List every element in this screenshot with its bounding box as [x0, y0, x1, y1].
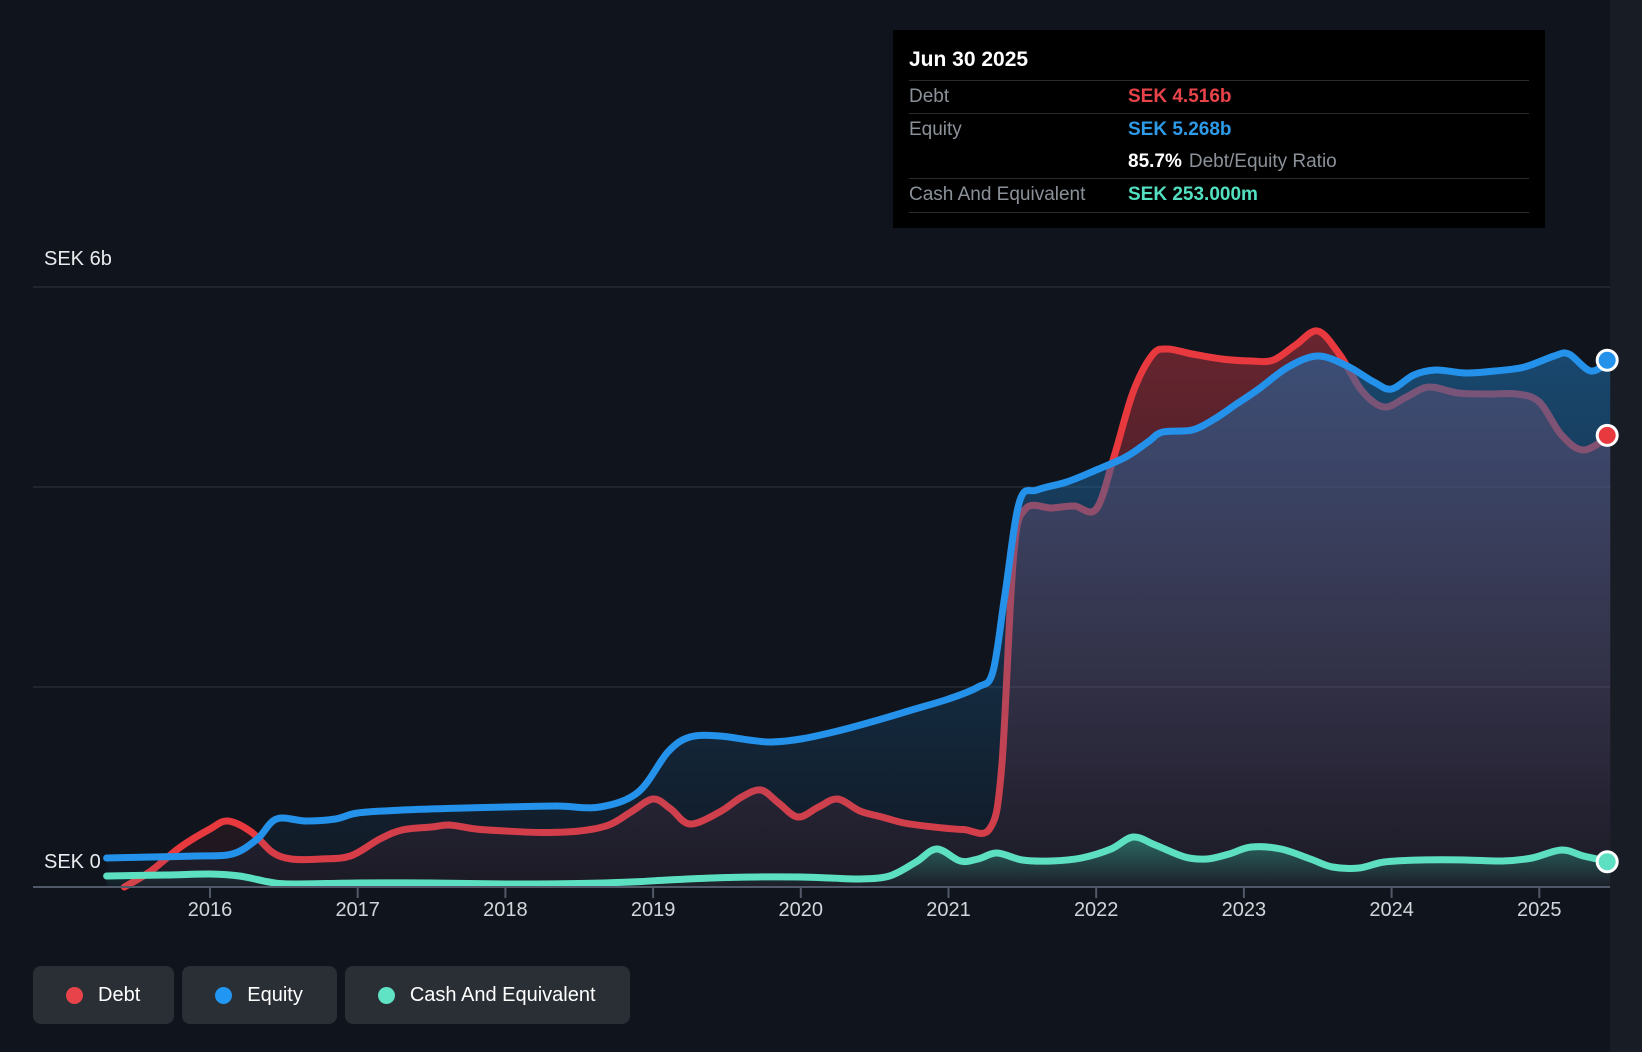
tooltip-date: Jun 30 2025: [909, 40, 1529, 81]
equity-end-marker[interactable]: [1595, 348, 1619, 372]
chart-legend: Debt Equity Cash And Equivalent: [33, 966, 630, 1024]
legend-item-cash[interactable]: Cash And Equivalent: [344, 966, 630, 1024]
chart-tooltip: Jun 30 2025 Debt SEK 4.516b Equity SEK 5…: [893, 30, 1545, 228]
tooltip-row-debt: Debt SEK 4.516b: [909, 81, 1529, 113]
legend-debt-label: Debt: [98, 983, 141, 1006]
equity-area: [106, 352, 1611, 887]
x-axis-label-2025: 2025: [1517, 899, 1562, 921]
debt-end-marker[interactable]: [1595, 423, 1619, 447]
y-axis-label-0: SEK 0: [44, 851, 101, 873]
cash-dot-icon: [377, 986, 395, 1004]
x-axis-label-2020: 2020: [778, 899, 824, 921]
cash-and-equivalent-area: [106, 836, 1611, 887]
x-axis-label-2022: 2022: [1073, 899, 1119, 921]
tooltip-debt-value: SEK 4.516b: [1128, 86, 1232, 107]
legend-item-debt[interactable]: Debt: [33, 966, 175, 1024]
equity-dot-icon: [215, 986, 233, 1004]
x-axis-label-2021: 2021: [926, 899, 971, 921]
legend-cash-label: Cash And Equivalent: [409, 983, 596, 1006]
cash-and-equivalent-line[interactable]: [103, 833, 1614, 888]
tooltip-row-equity: Equity SEK 5.268b: [909, 113, 1529, 146]
tooltip-ratio-value: 85.7%: [1128, 151, 1182, 172]
cash-and-equivalent-end-marker[interactable]: [1595, 850, 1619, 874]
y-axis-label-6b: SEK 6b: [44, 248, 112, 270]
equity-line[interactable]: [103, 349, 1614, 862]
tooltip-equity-label: Equity: [909, 119, 962, 140]
tooltip-equity-value: SEK 5.268b: [1128, 119, 1232, 140]
tooltip-row-cash: Cash And Equivalent SEK 253.000m: [909, 178, 1529, 211]
x-axis-label-2024: 2024: [1369, 899, 1414, 921]
legend-item-equity[interactable]: Equity: [182, 966, 337, 1024]
x-axis-label-2023: 2023: [1221, 899, 1267, 921]
x-axis-label-2019: 2019: [630, 899, 676, 921]
tooltip-debt-label: Debt: [909, 86, 950, 107]
tooltip-row-ratio: 85.7% Debt/Equity Ratio: [909, 146, 1529, 178]
plot-right-edge: [1610, 0, 1642, 1052]
debt-dot-icon: [66, 986, 83, 1004]
x-axis-label-2018: 2018: [483, 899, 528, 921]
tooltip-cash-label: Cash And Equivalent: [909, 184, 1086, 205]
legend-equity-label: Equity: [247, 983, 303, 1006]
x-axis-label-2017: 2017: [335, 899, 380, 921]
tooltip-ratio-label: Debt/Equity Ratio: [1188, 151, 1337, 172]
x-axis-label-2016: 2016: [187, 899, 233, 921]
tooltip-cash-value: SEK 253.000m: [1128, 184, 1258, 205]
